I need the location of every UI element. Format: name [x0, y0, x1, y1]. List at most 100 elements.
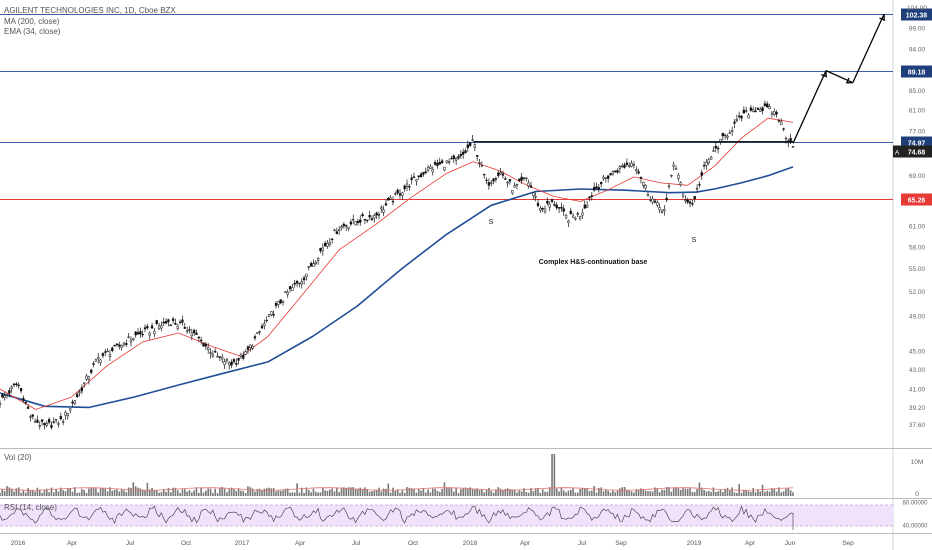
candle-body — [775, 112, 778, 115]
volume-bar — [45, 488, 48, 496]
volume-bar — [483, 492, 486, 496]
volume-bar — [76, 492, 78, 496]
candle-body — [178, 321, 182, 324]
candle-body — [5, 394, 9, 396]
volume-bar — [69, 488, 71, 496]
price-tick-label: 45.00 — [909, 348, 926, 355]
volume-bar — [24, 492, 27, 496]
candle-body — [688, 201, 692, 204]
candle-body — [429, 166, 432, 169]
candle-body — [10, 386, 13, 389]
volume-bar — [457, 492, 460, 496]
volume-bar — [268, 487, 270, 496]
volume-bar — [111, 490, 114, 496]
volume-bar — [782, 491, 785, 496]
candle-body — [667, 185, 671, 188]
candle-body — [709, 156, 713, 160]
candle-body — [106, 350, 109, 353]
candle-body — [333, 229, 336, 232]
price-tick-label: 58.00 — [909, 244, 926, 251]
candle-body — [104, 351, 107, 353]
ma200-legend[interactable]: MA (200, close) — [4, 17, 60, 26]
rsi-pane — [0, 504, 893, 530]
candle-body — [639, 176, 643, 179]
candle-body — [777, 120, 781, 122]
volume-bar — [195, 487, 198, 496]
candle-body — [373, 215, 376, 219]
volume-bar — [628, 490, 631, 496]
volume-bar — [345, 487, 347, 496]
volume-bar — [719, 489, 722, 496]
candle-body — [450, 158, 453, 160]
volume-bar — [759, 491, 762, 496]
candle-body — [368, 215, 371, 218]
candle-body — [244, 351, 247, 355]
candle-body — [338, 229, 341, 231]
candle-body — [401, 192, 404, 196]
candle-body — [770, 112, 774, 115]
level-badge-89.18 — [901, 65, 932, 78]
volume-bar — [757, 489, 759, 496]
candle-body — [780, 121, 783, 125]
candle-body — [64, 411, 67, 416]
volume-bar — [591, 490, 593, 496]
candle-body — [155, 320, 158, 324]
candle-body — [742, 109, 746, 114]
candle-body — [99, 359, 102, 364]
candle-body — [588, 196, 591, 199]
volume-bar — [413, 488, 415, 496]
volume-bar — [230, 487, 233, 496]
volume-bar — [637, 490, 640, 496]
ema34-legend[interactable]: EMA (34, close) — [4, 27, 61, 36]
candle-body — [761, 107, 764, 111]
candle-body — [286, 291, 289, 295]
candle-body — [298, 282, 301, 285]
candle-body — [148, 332, 151, 336]
volume-bar — [319, 492, 322, 496]
candle-body — [202, 342, 205, 347]
volume-bar — [226, 492, 228, 496]
candle-body — [307, 266, 310, 268]
volume-bar — [350, 487, 352, 496]
candle-body — [417, 175, 420, 177]
volume-bar — [588, 491, 591, 496]
volume-bar — [427, 489, 429, 496]
volume-bar — [464, 487, 467, 496]
volume-bar — [55, 489, 57, 496]
volume-bar — [574, 492, 577, 496]
candle-body — [164, 321, 168, 324]
candle-body — [670, 175, 673, 177]
candle-body — [377, 214, 381, 216]
rsi-legend[interactable]: RSI (14, close) — [4, 503, 57, 512]
volume-bar — [314, 491, 317, 496]
volume-bar — [787, 487, 790, 496]
volume-bar — [198, 492, 200, 496]
volume-bar — [609, 492, 612, 496]
time-tick-label: Sep — [615, 540, 627, 547]
candle-body — [87, 376, 91, 380]
candle-body — [698, 184, 701, 186]
volume-bar — [382, 488, 385, 496]
candle-body — [532, 192, 535, 196]
candle-body — [216, 355, 219, 358]
candle-body — [17, 384, 20, 387]
volume-bar — [364, 487, 366, 496]
volume-legend[interactable]: Vol (20) — [4, 453, 32, 462]
volume-bar — [256, 488, 259, 496]
volume-bar — [754, 492, 757, 496]
volume-bar — [167, 487, 170, 496]
volume-bar — [317, 492, 319, 496]
volume-bar — [656, 488, 659, 496]
candle-body — [242, 354, 245, 359]
volume-bar — [693, 492, 696, 496]
volume-bar — [616, 490, 619, 496]
candlestick-series — [0, 100, 795, 430]
price-tick-label: 43.00 — [909, 367, 926, 374]
candle-body — [457, 156, 460, 159]
volume-bar — [621, 487, 624, 496]
candle-body — [756, 107, 760, 110]
candle-body — [581, 212, 584, 216]
candle-body — [94, 359, 98, 362]
candle-body — [118, 344, 121, 347]
